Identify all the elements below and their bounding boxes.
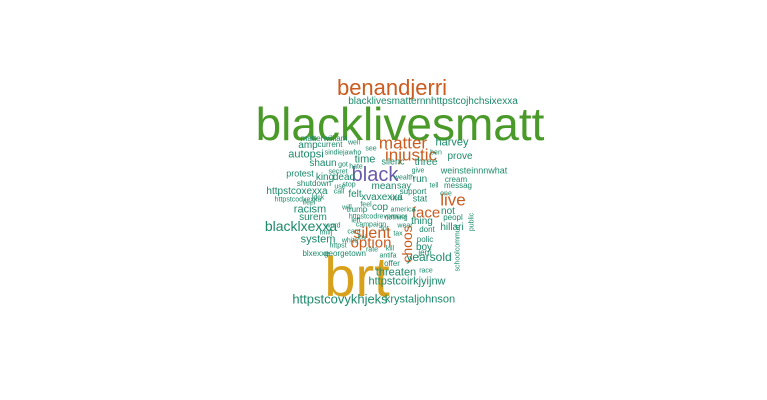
word-2: benandjerri [336, 75, 448, 100]
word-51: georgetown [324, 249, 366, 258]
word-15: httpstcoirkjyijnw [368, 275, 446, 288]
word-75: rate [365, 246, 379, 254]
word-88: cant [347, 228, 361, 236]
word-98: ifeel [302, 199, 316, 207]
word-87: tax [393, 230, 403, 238]
word-32: felt [348, 189, 362, 200]
word-1: brt [324, 245, 390, 308]
word-85: give [411, 167, 425, 175]
word-89: one [440, 190, 452, 198]
word-47: trump [346, 205, 368, 214]
word-3: blacklivesmatternnhttpstcojhchsixexxa [348, 96, 518, 107]
word-92: well [347, 139, 361, 147]
word-37: not [441, 206, 455, 217]
word-22: three [414, 157, 438, 168]
word-23: shaun [309, 158, 337, 169]
word-96: lmi [357, 234, 367, 242]
word-56: peopl [443, 213, 463, 222]
word-10: option [350, 234, 392, 252]
word-83: use [334, 183, 346, 191]
word-42: hillari [440, 222, 464, 233]
word-73: kill [385, 245, 395, 253]
word-76: antifa [379, 252, 397, 260]
word-0: blacklivesmatt [255, 98, 545, 150]
word-82: hate [349, 163, 363, 171]
word-38: surem [299, 212, 327, 223]
word-60: dont [419, 225, 435, 234]
word-65: campaign [355, 221, 387, 229]
word-4: matter [378, 133, 428, 153]
word-67: matterwilliam [300, 134, 348, 143]
word-24: silenc [381, 156, 405, 167]
word-94: got [338, 161, 348, 169]
word-12: blacklxexxa [264, 218, 338, 234]
word-91: nothing [384, 214, 408, 222]
word-19: harvey [435, 136, 469, 149]
word-63: httpstcodrevpruuor [348, 213, 408, 221]
word-25: weinsteinnnwhat [440, 165, 508, 176]
word-57: polic [416, 235, 434, 244]
word-26: king [315, 172, 335, 183]
word-97: httpst [329, 242, 347, 250]
word-68: sindiejawho [324, 149, 362, 157]
word-55: jerri [418, 248, 432, 257]
word-17: threaten [375, 266, 417, 279]
word-34: stat [412, 193, 428, 204]
word-66: america [390, 206, 416, 214]
word-33: xvaxexxa [361, 192, 403, 203]
word-40: system [300, 233, 336, 246]
word-31: httpstcoxexxa [266, 186, 328, 197]
word-6: black [351, 164, 399, 186]
word-79: wear [397, 222, 413, 230]
word-84: stop [342, 181, 356, 189]
word-20: prove [447, 151, 473, 162]
word-30: run [412, 174, 428, 185]
word-18: autopsi [288, 148, 324, 161]
word-74: nnlfj [319, 229, 333, 237]
word-70: ldck [311, 194, 325, 202]
word-64: httpstcodxexxa [274, 196, 322, 204]
word-43: amp [298, 140, 318, 151]
word-71: wealth [393, 174, 415, 182]
word-69: ben [430, 149, 442, 157]
word-54: race [419, 267, 433, 275]
word-90: word [325, 222, 341, 230]
word-7: live [440, 190, 466, 210]
word-59: schoolcommun [454, 224, 462, 272]
word-8: face [411, 204, 441, 222]
word-16: yearsold [406, 250, 452, 264]
word-58: public [468, 212, 476, 232]
word-39: thing [411, 216, 433, 227]
word-21: time [354, 153, 376, 166]
word-52: blxexxe [302, 249, 330, 258]
word-80: feel [360, 201, 372, 209]
word-86: lot [381, 225, 389, 233]
word-5: injustic [385, 145, 437, 165]
word-50: cream [444, 175, 468, 184]
word-44: protest [286, 168, 314, 179]
word-95: call [333, 188, 345, 196]
word-27: dead [332, 172, 356, 183]
word-45: current [317, 140, 343, 149]
word-46: will [342, 204, 352, 212]
word-28: mean [371, 181, 397, 192]
word-53: offer [384, 259, 400, 268]
word-14: krystaljohnson [384, 293, 456, 306]
word-61: shutdown [296, 179, 332, 188]
word-49: messag [443, 181, 473, 190]
word-13: httpstcovykhjeks [292, 291, 388, 307]
word-35: racism [293, 203, 327, 216]
word-48: support [399, 187, 427, 196]
word-77: rich [390, 195, 402, 203]
word-62: secret [328, 168, 348, 176]
word-36: cop [371, 202, 389, 213]
word-9: silent [353, 225, 391, 242]
word-78: left [351, 217, 361, 225]
word-93: see [365, 145, 377, 153]
word-81: tell [429, 182, 439, 190]
word-72: white [341, 237, 359, 245]
word-29: say [396, 180, 412, 191]
word-41: boy [415, 242, 433, 253]
